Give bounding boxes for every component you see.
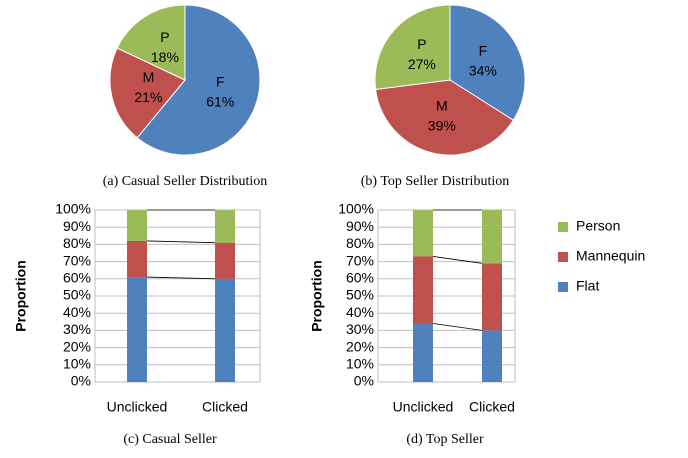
legend-swatch xyxy=(558,222,568,232)
y-tick-label: 90% xyxy=(63,218,91,234)
connector xyxy=(432,256,483,264)
y-tick-label: 50% xyxy=(346,287,374,303)
slice-label: 61% xyxy=(206,93,234,109)
bar-segment xyxy=(127,240,147,278)
y-tick-label: 50% xyxy=(63,287,91,303)
y-tick-label: 60% xyxy=(346,270,374,286)
y-tick-label: 10% xyxy=(63,356,91,372)
slice-label: 18% xyxy=(151,49,179,65)
y-tick-label: 60% xyxy=(63,270,91,286)
pie-slice xyxy=(375,79,515,156)
connector xyxy=(146,276,216,280)
y-tick-label: 20% xyxy=(63,338,91,354)
slice-category: M xyxy=(143,69,155,85)
caption: (d) Top Seller xyxy=(406,432,484,447)
y-axis-label: Proportion xyxy=(13,260,29,332)
pie-slice xyxy=(109,47,186,139)
y-tick-label: 30% xyxy=(63,321,91,337)
bar-segment xyxy=(413,323,433,382)
slice-category: M xyxy=(436,97,448,113)
bar-segment xyxy=(215,278,235,382)
legend-swatch xyxy=(558,252,568,262)
legend-label: Mannequin xyxy=(576,248,645,264)
y-tick-label: 0% xyxy=(71,373,91,389)
y-tick-label: 40% xyxy=(346,304,374,320)
caption: (b) Top Seller Distribution xyxy=(361,174,509,189)
legend-label: Flat xyxy=(576,278,599,294)
bar-segment xyxy=(482,330,502,382)
pie-slice xyxy=(116,4,186,81)
bar-segment xyxy=(413,256,433,324)
y-tick-label: 80% xyxy=(63,235,91,251)
slice-label: 34% xyxy=(469,63,497,79)
y-tick-label: 80% xyxy=(346,235,374,251)
y-tick-label: 70% xyxy=(346,252,374,268)
slice-category: F xyxy=(479,43,488,59)
slice-category: F xyxy=(216,73,225,89)
legend-label: Person xyxy=(576,218,620,234)
caption: (c) Casual Seller xyxy=(123,432,217,447)
y-tick-label: 70% xyxy=(63,252,91,268)
x-tick-label: Clicked xyxy=(202,399,248,415)
connector xyxy=(146,240,216,244)
legend-swatch xyxy=(558,282,568,292)
y-tick-label: 20% xyxy=(346,338,374,354)
y-tick-label: 100% xyxy=(55,201,91,217)
caption: (a) Casual Seller Distribution xyxy=(103,174,267,189)
connector xyxy=(432,323,483,331)
y-tick-label: 100% xyxy=(338,201,374,217)
y-tick-label: 30% xyxy=(346,321,374,337)
bar-segment xyxy=(413,210,433,257)
y-axis-label: Proportion xyxy=(309,260,325,332)
bar-segment xyxy=(127,210,147,241)
y-tick-label: 90% xyxy=(346,218,374,234)
bar-segment xyxy=(482,210,502,264)
slice-label: 39% xyxy=(428,117,456,133)
slice-category: P xyxy=(160,29,169,45)
y-tick-label: 40% xyxy=(63,304,91,320)
pie-slice xyxy=(136,4,261,156)
slice-label: 21% xyxy=(134,89,162,105)
y-tick-label: 10% xyxy=(346,356,374,372)
bar-segment xyxy=(127,277,147,382)
bar-segment xyxy=(482,263,502,331)
bar-segment xyxy=(215,210,235,243)
x-tick-label: Unclicked xyxy=(107,399,168,415)
slice-category: P xyxy=(417,36,426,52)
y-tick-label: 0% xyxy=(354,373,374,389)
pie-slice xyxy=(374,4,451,90)
x-tick-label: Clicked xyxy=(469,399,515,415)
bar-segment xyxy=(215,242,235,279)
x-tick-label: Unclicked xyxy=(393,399,454,415)
slice-label: 27% xyxy=(408,56,436,72)
